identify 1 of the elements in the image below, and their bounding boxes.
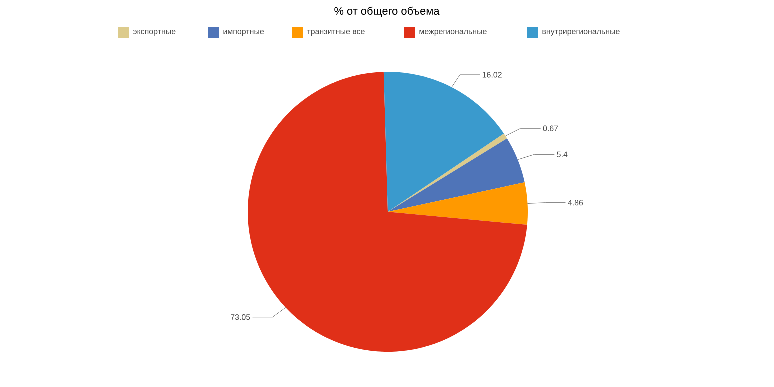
chart-title: % от общего объема xyxy=(334,6,440,18)
